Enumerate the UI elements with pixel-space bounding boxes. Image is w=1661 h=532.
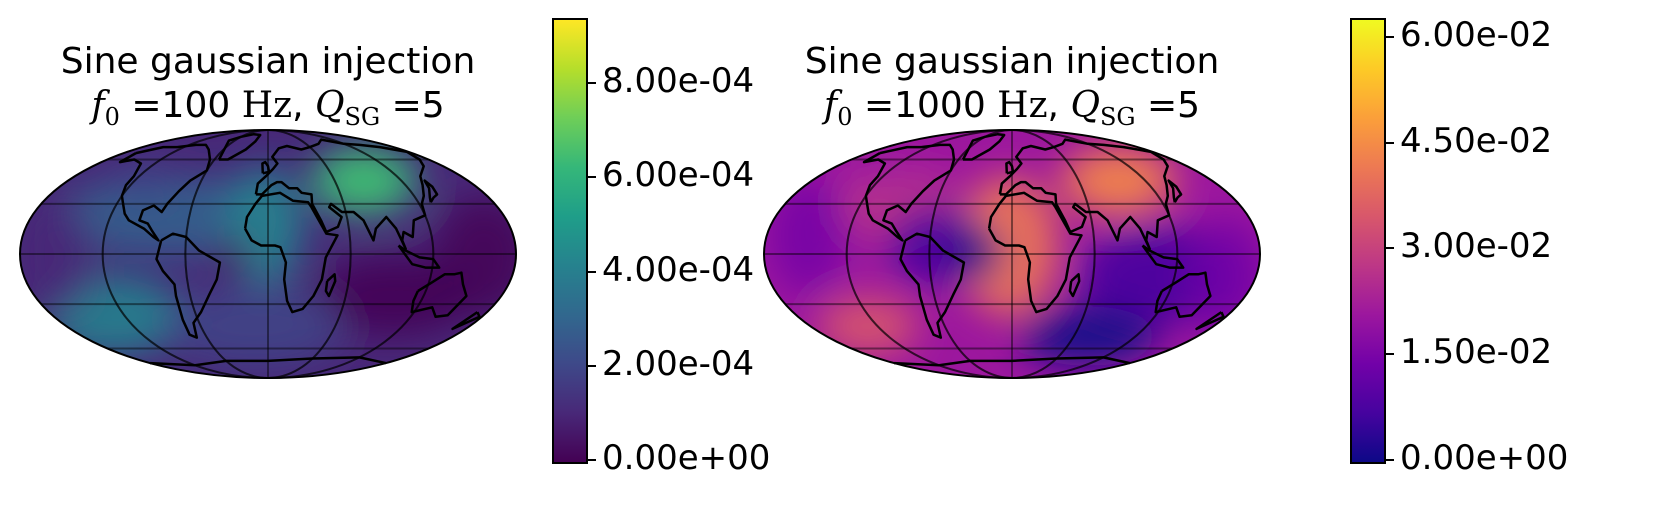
left-coastline — [118, 143, 212, 242]
left-coastline — [324, 273, 337, 298]
left-coastline — [410, 271, 468, 319]
right-colorbar-tick-label: 3.00e-02 — [1400, 226, 1553, 267]
right-colorbar-tick — [1384, 459, 1394, 461]
right-coastline — [862, 143, 956, 242]
left-colorbar-tick — [586, 364, 596, 367]
left-coastline — [451, 311, 481, 331]
left-map-title: Sine gaussian injection f0 =100 Hz, QSG … — [18, 40, 518, 139]
left-colorbar-tick — [586, 176, 596, 179]
left-mollweide-map — [19, 129, 517, 379]
left-title-line2: f0 =100 Hz, QSG =5 — [91, 85, 445, 132]
left-colorbar: 0.00e+00 2.00e-04 4.00e-04 6.00e-04 8.00e-04 — [552, 18, 770, 478]
right-coastlines — [862, 132, 1225, 367]
right-map-title: Sine gaussian injection f0 =1000 Hz, QSG… — [762, 40, 1262, 139]
right-colorbar-tick-label: 4.50e-02 — [1400, 120, 1553, 161]
left-coastline — [243, 191, 339, 314]
right-field-blob — [1058, 146, 1178, 216]
left-colorbar-tick — [586, 270, 596, 273]
left-colorbar-tick-label: 4.00e-04 — [602, 249, 755, 290]
left-coastline — [423, 179, 439, 203]
right-colorbar-tick — [1384, 141, 1394, 144]
right-coastline — [961, 132, 1006, 161]
right-coastline — [1068, 273, 1081, 298]
left-field-blob — [114, 166, 174, 206]
right-field-blob — [818, 296, 918, 356]
left-colorbar-tick-label: 2.00e-04 — [602, 343, 755, 384]
right-title-line1: Sine gaussian injection — [804, 41, 1220, 82]
left-colorbar-tick-label: 6.00e-04 — [602, 155, 755, 196]
right-coastline — [1141, 244, 1185, 269]
left-title-line1: Sine gaussian injection — [60, 41, 476, 82]
left-colorbar-tick — [586, 82, 596, 85]
right-colorbar-tick — [1384, 35, 1394, 38]
right-colorbar-tick — [1384, 353, 1394, 356]
right-colorbar-tick-label: 6.00e-02 — [1400, 14, 1553, 55]
left-coastline — [254, 138, 427, 251]
right-coastline — [998, 138, 1171, 251]
left-colorbar-tick-label: 0.00e+00 — [602, 438, 771, 478]
right-coastline — [1195, 311, 1225, 331]
left-field-blob — [219, 241, 249, 271]
right-map-boundary — [763, 129, 1261, 379]
right-title-line2: f0 =1000 Hz, QSG =5 — [823, 85, 1201, 132]
left-colorbar-tick — [586, 459, 596, 461]
left-coastline — [397, 244, 441, 269]
right-colorbar: 0.00e+00 1.50e-02 3.00e-02 4.50e-02 6.00e-02 — [1350, 15, 1568, 478]
left-field-blob — [309, 146, 419, 216]
right-coastline — [987, 191, 1083, 314]
left-coastline — [155, 232, 222, 339]
right-field-blob — [953, 229, 1003, 279]
left-field-blob — [164, 286, 344, 366]
right-field-blob — [768, 176, 848, 296]
right-coastline — [1154, 271, 1212, 319]
right-colorbar-tick — [1384, 247, 1394, 250]
left-coastline — [261, 160, 271, 175]
right-colorbar-tick-label: 1.50e-02 — [1400, 332, 1553, 373]
left-coastlines — [118, 132, 481, 367]
left-panel: Sine gaussian injection f0 =100 Hz, QSG … — [0, 0, 800, 532]
left-map-boundary — [19, 129, 517, 379]
left-coastline — [150, 356, 387, 367]
left-field-blob — [20, 196, 94, 316]
right-coastline — [1167, 179, 1183, 203]
right-colorbar-tick-label: 0.00e+00 — [1400, 438, 1569, 478]
right-coastline — [894, 356, 1131, 367]
left-coastline — [217, 132, 262, 161]
right-coastline — [899, 232, 966, 339]
right-mollweide-map — [763, 129, 1261, 379]
left-colorbar-tick-label: 8.00e-04 — [602, 61, 755, 102]
right-field-blob — [1018, 306, 1158, 366]
right-coastline — [1005, 160, 1015, 175]
